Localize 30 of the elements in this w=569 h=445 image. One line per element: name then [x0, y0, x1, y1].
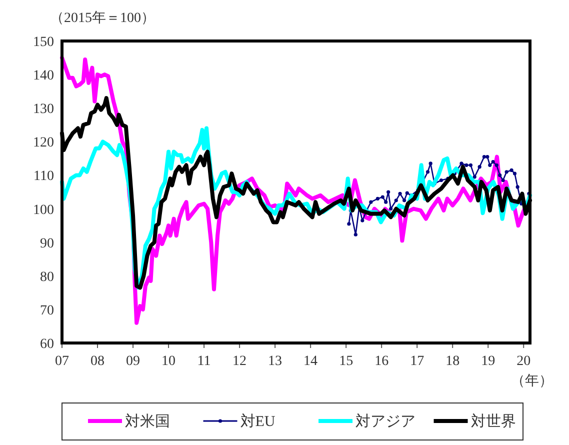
- x-axis-title: （年）: [511, 373, 553, 389]
- x-tick-label: 10: [162, 354, 176, 369]
- y-tick-label: 90: [40, 236, 54, 252]
- x-tick-label: 16: [374, 354, 389, 369]
- y-tick-label: 150: [33, 35, 54, 50]
- x-tick-label: 11: [197, 354, 211, 369]
- x-tick-label: 19: [481, 354, 496, 369]
- x-tick-label: 09: [126, 354, 140, 369]
- y-tick-label: 70: [40, 303, 54, 318]
- x-tick-label: 18: [446, 354, 460, 369]
- legend-label: 対アジア: [356, 413, 416, 430]
- y-tick-label: 60: [40, 337, 54, 352]
- y-tick-label: 80: [40, 270, 54, 285]
- legend-label: 対EU: [240, 413, 276, 430]
- x-tick-label: 13: [268, 354, 282, 369]
- y-tick-label: 110: [34, 169, 54, 184]
- legend-label: 対米国: [125, 413, 170, 430]
- x-tick-label: 14: [304, 354, 318, 369]
- x-tick-label: 07: [55, 354, 69, 369]
- y-tick-label: 100: [33, 202, 54, 218]
- legend-label: 対世界: [470, 413, 516, 430]
- y-axis-title: （2015年＝100）: [50, 10, 155, 26]
- x-tick-label: 20: [516, 354, 531, 369]
- y-tick-label: 120: [33, 136, 54, 151]
- y-tick-label: 140: [33, 68, 54, 84]
- y-tick-label: 130: [33, 102, 54, 118]
- x-tick-label: 12: [232, 354, 247, 369]
- x-tick-label: 08: [90, 354, 105, 369]
- x-tick-label: 17: [410, 354, 424, 369]
- x-tick-label: 15: [339, 354, 354, 369]
